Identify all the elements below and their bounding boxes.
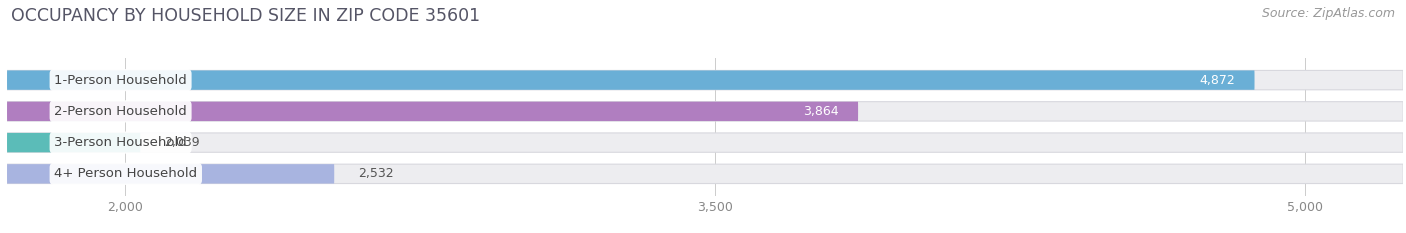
FancyBboxPatch shape — [7, 133, 141, 152]
Text: 4+ Person Household: 4+ Person Household — [55, 167, 197, 180]
Text: Source: ZipAtlas.com: Source: ZipAtlas.com — [1261, 7, 1395, 20]
Text: 1-Person Household: 1-Person Household — [55, 74, 187, 87]
FancyBboxPatch shape — [7, 164, 1403, 184]
FancyBboxPatch shape — [7, 164, 335, 184]
Text: OCCUPANCY BY HOUSEHOLD SIZE IN ZIP CODE 35601: OCCUPANCY BY HOUSEHOLD SIZE IN ZIP CODE … — [11, 7, 481, 25]
Text: 4,872: 4,872 — [1199, 74, 1234, 87]
Text: 2-Person Household: 2-Person Household — [55, 105, 187, 118]
FancyBboxPatch shape — [7, 70, 1254, 90]
Text: 3-Person Household: 3-Person Household — [55, 136, 187, 149]
FancyBboxPatch shape — [7, 102, 858, 121]
Text: 2,532: 2,532 — [359, 167, 394, 180]
FancyBboxPatch shape — [7, 70, 1403, 90]
Text: 3,864: 3,864 — [803, 105, 838, 118]
FancyBboxPatch shape — [7, 133, 1403, 152]
FancyBboxPatch shape — [7, 102, 1403, 121]
Text: 2,039: 2,039 — [165, 136, 200, 149]
